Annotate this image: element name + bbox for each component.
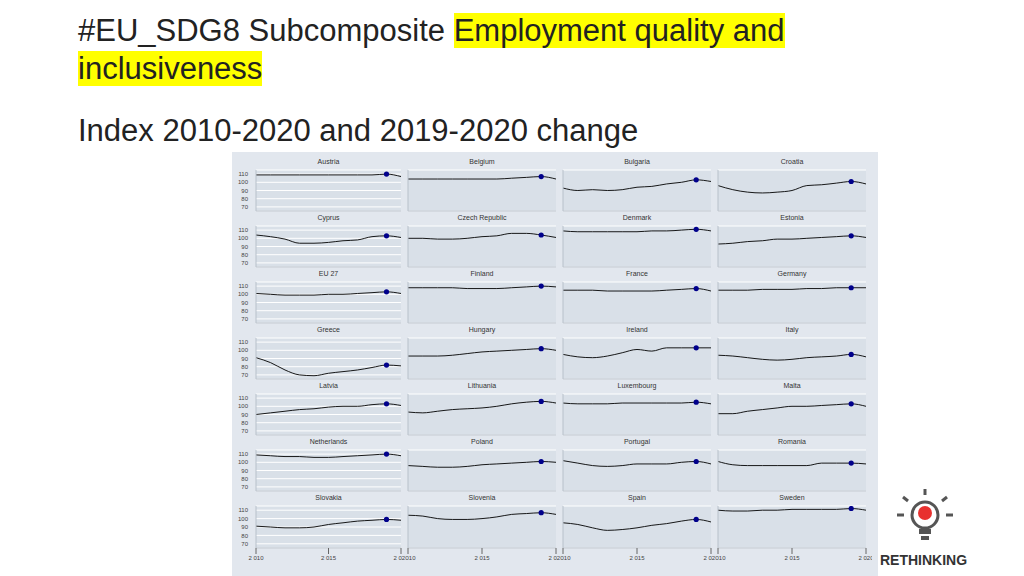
html-text:#EU_SDG8 Subcomposite Employme: #EU_SDG8 Subcomposite Employment quality… [78, 13, 785, 86]
html-text:Sweden: Sweden [779, 494, 805, 501]
svg-text:100: 100 [238, 179, 249, 185]
svg-text:110: 110 [238, 227, 248, 233]
svg-text:2 010: 2 010 [248, 555, 264, 561]
html-text:Malta: Malta [783, 382, 801, 389]
svg-text:80: 80 [241, 196, 248, 202]
svg-text:90: 90 [241, 524, 248, 530]
svg-text:100: 100 [238, 347, 249, 353]
svg-text:90: 90 [241, 188, 248, 194]
svg-text:90: 90 [241, 356, 248, 362]
svg-text:90: 90 [241, 412, 248, 418]
svg-text:70: 70 [241, 484, 248, 490]
html-text:Italy: Italy [785, 326, 799, 333]
svg-text:70: 70 [241, 316, 248, 322]
svg-text:2 015: 2 015 [321, 555, 337, 561]
html-text:Germany: Germany [777, 270, 807, 277]
html-text:Finland: Finland [470, 270, 494, 277]
svg-text:110: 110 [238, 395, 248, 401]
svg-text:70: 70 [241, 372, 248, 378]
svg-text:2 015: 2 015 [629, 555, 645, 561]
svg-text:90: 90 [241, 244, 248, 250]
svg-text:70: 70 [241, 541, 248, 547]
svg-text:2 020: 2 020 [393, 555, 407, 561]
html-text:Austria: Austria [317, 158, 340, 165]
html-text:Luxembourg: Luxembourg [617, 382, 657, 389]
html-text:Romania: Romania [778, 438, 806, 445]
svg-text:110: 110 [238, 451, 248, 457]
svg-text:2 020: 2 020 [858, 555, 872, 561]
svg-text:100: 100 [238, 291, 249, 297]
html-text:Estonia: Estonia [780, 214, 804, 221]
html-text:Lithuania: Lithuania [467, 382, 497, 389]
svg-text:100: 100 [238, 235, 249, 241]
html-text:Slovenia: Slovenia [468, 494, 496, 501]
html-text:Poland: Poland [471, 438, 493, 445]
html-text:Latvia: Latvia [319, 382, 338, 389]
html-text:RETHINKING: RETHINKING [880, 552, 968, 568]
svg-text:100: 100 [238, 516, 249, 522]
html-text:Netherlands: Netherlands [309, 438, 348, 445]
svg-text:110: 110 [238, 283, 248, 289]
svg-text:2 015: 2 015 [784, 555, 800, 561]
svg-text:2 010: 2 010 [407, 555, 416, 561]
svg-text:80: 80 [241, 420, 248, 426]
html-text:Greece: Greece [317, 326, 340, 333]
svg-text:110: 110 [238, 171, 248, 177]
svg-text:80: 80 [241, 533, 248, 539]
html-text:Spain: Spain [628, 494, 646, 501]
html-text:France: France [626, 270, 648, 277]
html-text:Croatia: Croatia [780, 158, 804, 165]
html-text:EU 27: EU 27 [318, 270, 339, 277]
svg-text:70: 70 [241, 204, 248, 210]
svg-text:70: 70 [241, 260, 248, 266]
html-text:Denmark: Denmark [622, 214, 652, 221]
svg-text:110: 110 [238, 339, 248, 345]
svg-text:100: 100 [238, 459, 249, 465]
html-text:Czech Republic: Czech Republic [457, 214, 507, 221]
svg-text:70: 70 [241, 428, 248, 434]
svg-text:2 010: 2 010 [562, 555, 571, 561]
svg-text:2 020: 2 020 [703, 555, 717, 561]
svg-text:90: 90 [241, 300, 248, 306]
html-text:Slovakia: Slovakia [315, 494, 342, 501]
html-text:Cyprus: Cyprus [317, 214, 340, 221]
svg-text:90: 90 [241, 468, 248, 474]
html-text:Index 2010-2020 and 2019-2020: Index 2010-2020 and 2019-2020 change [78, 113, 639, 148]
html-text:Ireland: Ireland [626, 326, 648, 333]
html-text:Hungary: Hungary [468, 326, 496, 333]
html-text:Belgium: Belgium [469, 158, 495, 165]
svg-text:100: 100 [238, 403, 249, 409]
svg-text:80: 80 [241, 364, 248, 370]
svg-text:2 015: 2 015 [474, 555, 490, 561]
svg-text:80: 80 [241, 476, 248, 482]
svg-text:80: 80 [241, 308, 248, 314]
svg-text:2 010: 2 010 [717, 555, 726, 561]
html-text:Bulgaria: Bulgaria [624, 158, 650, 165]
svg-text:2 020: 2 020 [548, 555, 562, 561]
svg-text:110: 110 [238, 507, 248, 513]
svg-text:80: 80 [241, 252, 248, 258]
html-text:Portugal: Portugal [624, 438, 650, 445]
